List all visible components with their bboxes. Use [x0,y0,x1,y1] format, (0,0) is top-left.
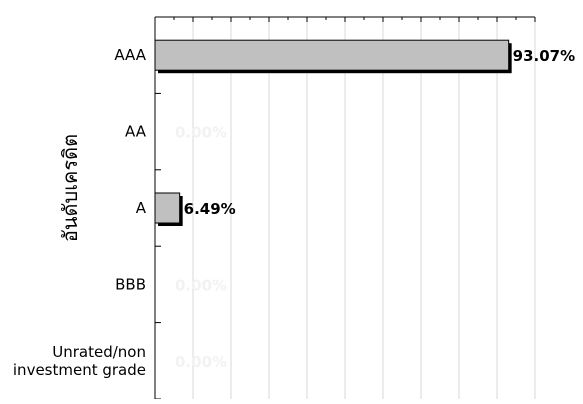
bar [154,39,510,71]
data-label: 0.00% [175,353,227,371]
category-label: investment grade [13,361,146,379]
data-label: 6.49% [184,200,236,218]
category-label: BBB [115,275,146,293]
category-label: AA [125,123,147,141]
y-axis-title: อันดับเครดิต [58,134,82,242]
category-label: AAA [114,46,146,64]
bar [154,192,181,224]
data-label: 0.00% [175,124,227,142]
data-label: 93.07% [513,47,575,65]
data-label: 0.00% [175,276,227,294]
category-label: A [136,199,147,217]
category-label: Unrated/non [52,343,146,361]
